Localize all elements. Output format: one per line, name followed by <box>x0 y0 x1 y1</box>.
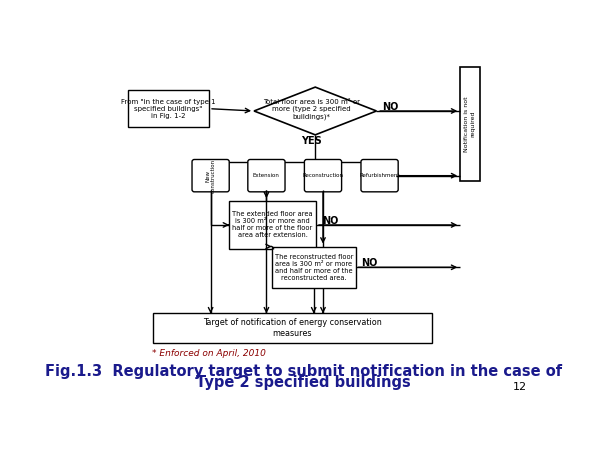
Text: New
construction: New construction <box>205 158 216 193</box>
Text: NO: NO <box>361 258 377 269</box>
Text: YES: YES <box>301 136 322 146</box>
Text: The extended floor area
is 300 m² or more and
half or more of the floor
area aft: The extended floor area is 300 m² or mor… <box>232 212 313 239</box>
FancyBboxPatch shape <box>128 90 209 127</box>
FancyBboxPatch shape <box>248 159 285 192</box>
Text: NO: NO <box>382 102 398 112</box>
Text: Reconstruction: Reconstruction <box>302 173 343 178</box>
Polygon shape <box>254 87 376 135</box>
Text: Type 2 specified buildings: Type 2 specified buildings <box>196 374 411 390</box>
Text: From "in the case of type 1
specified buildings"
in Fig. 1-2: From "in the case of type 1 specified bu… <box>121 99 216 119</box>
FancyBboxPatch shape <box>192 159 229 192</box>
FancyBboxPatch shape <box>460 67 479 181</box>
FancyBboxPatch shape <box>272 247 356 288</box>
Text: * Enforced on April, 2010: * Enforced on April, 2010 <box>152 349 266 358</box>
Text: Fig.1.3  Regulatory target to submit notification in the case of: Fig.1.3 Regulatory target to submit noti… <box>45 364 562 379</box>
Text: Notification is not
required: Notification is not required <box>464 96 475 152</box>
FancyBboxPatch shape <box>229 201 316 249</box>
Text: Refurbishment: Refurbishment <box>359 173 400 178</box>
FancyBboxPatch shape <box>304 159 341 192</box>
Text: The reconstructed floor
area is 300 m² or more
and half or more of the
reconstru: The reconstructed floor area is 300 m² o… <box>275 254 353 281</box>
Text: NO: NO <box>322 216 338 226</box>
Text: Target of notification of energy conservation
measures: Target of notification of energy conserv… <box>203 319 382 338</box>
FancyBboxPatch shape <box>152 314 431 343</box>
Text: Extension: Extension <box>253 173 280 178</box>
Text: 12: 12 <box>513 382 527 392</box>
FancyBboxPatch shape <box>361 159 398 192</box>
Text: Total floor area is 300 m² or
more (type 2 specified
buildings)*: Total floor area is 300 m² or more (type… <box>263 99 360 120</box>
